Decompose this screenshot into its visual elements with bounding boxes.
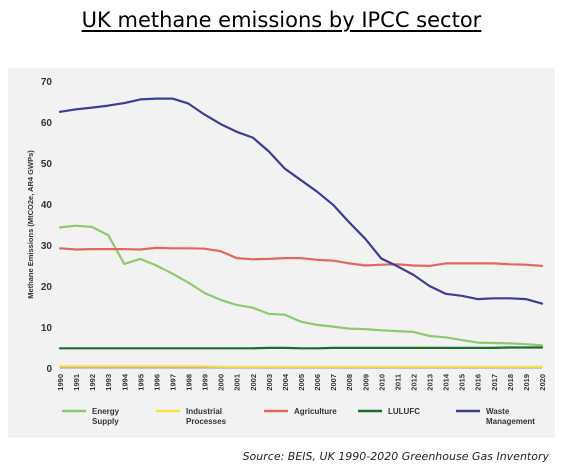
chart-source: Source: BEIS, UK 1990-2020 Greenhouse Ga…: [242, 450, 549, 463]
series-line-energy-supply: [58, 224, 544, 347]
x-tick-label: 1995: [136, 374, 145, 391]
x-tick-label: 1994: [120, 373, 129, 391]
x-tick-label: 2019: [522, 374, 531, 391]
y-tick-label: 0: [46, 364, 52, 375]
x-tick-label: 2010: [377, 374, 386, 391]
legend-label: Supply: [92, 417, 119, 426]
x-tick-label: 1991: [72, 374, 81, 391]
x-tick-label: 2015: [458, 374, 467, 391]
y-tick-label: 70: [41, 77, 53, 88]
x-tick-label: 2002: [249, 374, 258, 391]
x-tick-label: 1998: [185, 374, 194, 391]
y-tick-label: 20: [41, 282, 53, 293]
series-line-agriculture: [58, 246, 544, 267]
x-tick-label: 2013: [426, 374, 435, 391]
x-tick-label: 1990: [56, 374, 65, 391]
legend-label: Industrial: [186, 407, 222, 416]
x-tick-label: 2014: [442, 373, 451, 391]
x-tick-label: 2005: [297, 374, 306, 391]
y-tick-label: 10: [41, 323, 53, 334]
legend-label: Agriculture: [294, 407, 337, 416]
x-tick-label: 2003: [265, 374, 274, 391]
y-axis-label: Methane Emissions (MtCO2e, AR4 GWPs): [26, 150, 35, 299]
x-tick-label: 2001: [233, 374, 242, 391]
legend-label: Management: [486, 417, 535, 426]
x-tick-label: 2009: [361, 374, 370, 391]
y-tick-label: 30: [41, 241, 53, 252]
x-tick-label: 2006: [313, 374, 322, 391]
y-tick-label: 40: [41, 200, 53, 211]
x-tick-label: 2017: [490, 374, 499, 391]
x-tick-label: 1997: [168, 374, 177, 391]
series-line-lulufc: [58, 346, 544, 350]
x-tick-label: 1999: [201, 374, 210, 391]
x-tick-label: 2007: [329, 374, 338, 391]
x-tick-label: 2018: [506, 374, 515, 391]
legend-label: Processes: [186, 417, 227, 426]
x-tick-label: 1996: [152, 374, 161, 391]
line-chart: 0 10 20 30 40 50 60 70 Methane Emissions (MtCO2e…: [26, 77, 547, 426]
x-tick-label: 2012: [409, 374, 418, 391]
legend-label: Waste: [486, 407, 510, 416]
x-tick-label: 2016: [474, 374, 483, 391]
x-tick-label: 1993: [104, 374, 113, 391]
y-tick-label: 60: [41, 118, 53, 129]
x-tick-label: 2020: [538, 374, 547, 391]
x-tick-label: 1992: [88, 374, 97, 391]
x-tick-label: 2000: [217, 374, 226, 391]
chart-panel: 0 10 20 30 40 50 60 70 Methane Emissions (MtCO2e…: [8, 68, 555, 438]
x-tick-label: 2011: [393, 374, 402, 390]
x-tick-label: 2008: [345, 374, 354, 391]
y-tick-label: 50: [41, 159, 53, 170]
x-tick-label: 2004: [281, 373, 290, 391]
legend-label: LULUFC: [388, 407, 420, 416]
legend-label: Energy: [92, 407, 120, 416]
chart-title: UK methane emissions by IPCC sector: [81, 8, 482, 32]
series-line-waste-management: [58, 97, 544, 305]
